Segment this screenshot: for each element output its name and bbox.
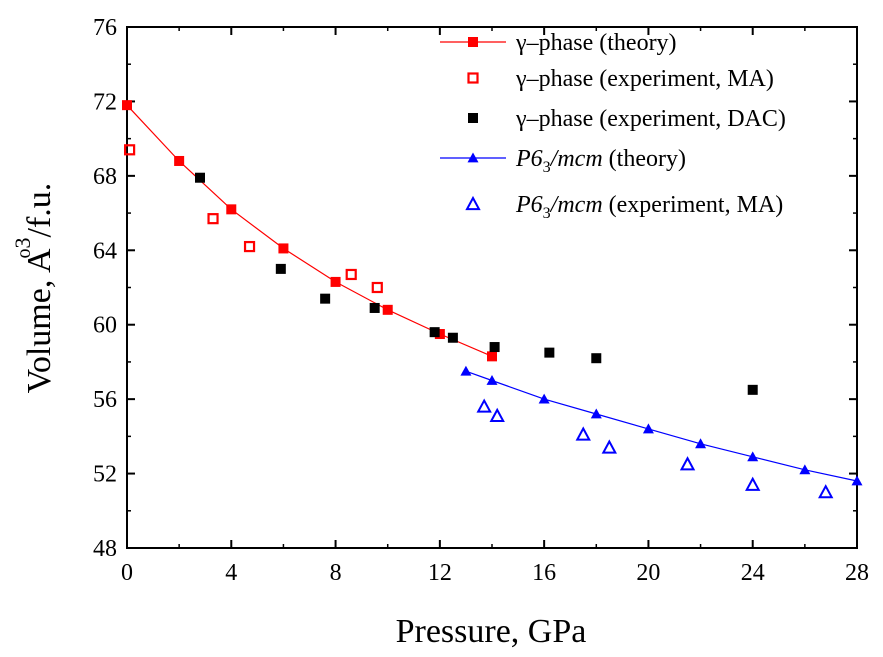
series-2 [195, 172, 758, 395]
data-point [642, 423, 654, 434]
data-point [243, 240, 256, 253]
data-point [538, 393, 550, 404]
data-point [544, 347, 555, 358]
data-point [799, 464, 811, 475]
y-axis-title-angstrom: A [21, 248, 58, 273]
legend: γ–phase (theory) γ–phase (experiment, MA)… [440, 30, 786, 222]
x-tick-label: 28 [845, 560, 869, 586]
series-line [465, 370, 858, 482]
data-point [429, 327, 440, 338]
y-axis-title-ring: o [13, 248, 35, 258]
data-point [460, 365, 472, 376]
y-axis-title-power: 3 [10, 237, 35, 248]
y-axis-title: Volume, Ao3/f.u. [10, 183, 58, 394]
data-point [371, 281, 383, 294]
legend-marker [468, 113, 478, 123]
x-tick-label: 20 [636, 560, 660, 586]
data-point [369, 302, 380, 313]
data-point [447, 332, 458, 343]
legend-marker [467, 152, 479, 163]
data-point [591, 353, 602, 364]
data-point [174, 155, 185, 166]
data-point [207, 213, 219, 225]
y-tick-label: 52 [93, 462, 117, 488]
data-point [489, 342, 500, 353]
data-point [487, 351, 497, 362]
legend-entry: P63/mcm (theory) [440, 146, 686, 176]
series-3 [460, 365, 863, 486]
y-tick-label: 60 [93, 313, 117, 339]
data-point [345, 268, 357, 281]
legend-marker [465, 195, 481, 211]
x-tick-label: 12 [428, 560, 452, 586]
x-tick-label: 4 [225, 560, 237, 586]
y-tick-label: 76 [93, 15, 117, 41]
data-point [434, 329, 445, 340]
y-tick-label: 56 [93, 387, 117, 413]
data-point [486, 375, 498, 385]
data-point [330, 276, 341, 287]
data-point [489, 407, 505, 422]
y-axis-ticks: 48 52 56 60 64 68 72 76 [93, 15, 857, 562]
data-point [679, 456, 696, 471]
legend-label: γ–phase (theory) [515, 30, 677, 56]
data-point [195, 172, 205, 183]
data-point [747, 384, 758, 395]
legend-marker [467, 72, 479, 84]
series-layer [122, 100, 863, 499]
data-point [275, 263, 286, 274]
data-point [601, 439, 617, 454]
x-axis-ticks: 0 4 8 12 16 20 24 28 [121, 27, 869, 586]
x-tick-label: 16 [532, 560, 556, 586]
data-point [851, 475, 863, 486]
x-tick-label: 8 [330, 560, 342, 586]
y-tick-label: 72 [93, 89, 117, 115]
data-point [124, 144, 136, 156]
legend-label: γ–phase (experiment, MA) [515, 66, 774, 92]
legend-entry: γ–phase (experiment, MA) [467, 66, 774, 92]
data-point [575, 426, 591, 441]
data-point [122, 100, 132, 111]
data-point [745, 476, 761, 491]
legend-label: γ–phase (experiment, DAC) [515, 106, 786, 132]
x-axis-title: Pressure, GPa [396, 613, 587, 650]
x-tick-label: 24 [741, 560, 765, 586]
legend-entry: P63/mcm (experiment, MA) [465, 192, 783, 222]
series-1 [124, 144, 383, 294]
data-point [226, 204, 237, 215]
series-line [126, 104, 493, 357]
x-tick-label: 0 [121, 560, 133, 586]
legend-entry: γ–phase (experiment, DAC) [468, 106, 786, 132]
data-point [382, 304, 393, 315]
y-axis-title-suffix: /f.u. [21, 183, 58, 238]
legend-entry: γ–phase (theory) [440, 30, 677, 56]
data-point [590, 408, 602, 419]
data-point [278, 243, 289, 254]
data-point [476, 398, 492, 413]
y-tick-label: 64 [93, 238, 117, 264]
data-point [320, 293, 331, 304]
data-point [747, 451, 759, 462]
legend-label: P63/mcm (experiment, MA) [515, 192, 783, 222]
legend-marker [468, 37, 478, 47]
y-tick-label: 68 [93, 164, 117, 190]
y-axis-title-prefix: Volume, [21, 273, 58, 393]
series-4 [476, 398, 834, 499]
data-point [818, 484, 834, 499]
legend-label: P63/mcm (theory) [515, 146, 686, 176]
data-point [695, 438, 707, 449]
y-tick-label: 48 [93, 536, 117, 562]
series-0 [122, 100, 497, 362]
